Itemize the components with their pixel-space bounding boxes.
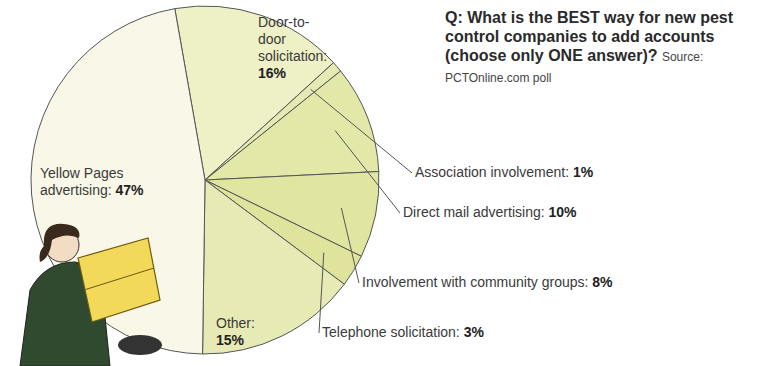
pie-slice <box>205 71 379 180</box>
category-label: Yellow Pages advertising: <box>40 165 124 198</box>
slice-label: Other: 15% <box>216 315 278 349</box>
leader-line <box>311 89 412 173</box>
data-label: 1% <box>573 164 593 180</box>
category-label: Association involvement: <box>415 164 569 180</box>
data-label: 3% <box>464 324 484 340</box>
slice-label: Association involvement: 1% <box>415 164 675 181</box>
figure-hair <box>40 224 80 262</box>
chart-root: Q: What is the BEST way for new pest con… <box>0 0 761 366</box>
slice-label: Yellow Pages advertising: 47% <box>40 165 175 199</box>
category-label: Telephone solicitation: <box>322 324 460 340</box>
category-label: Involvement with community groups: <box>362 274 588 290</box>
slice-label: Direct mail advertising: 10% <box>403 204 663 221</box>
telephone <box>118 335 162 355</box>
leader-line <box>335 131 400 213</box>
leader-line <box>341 208 359 283</box>
category-label: Other: <box>216 315 255 331</box>
illustration <box>20 224 162 366</box>
data-label: 8% <box>592 274 612 290</box>
slice-label: Door-to-door solicitation: 16% <box>258 14 330 82</box>
category-label: Direct mail advertising: <box>403 204 545 220</box>
figure-book <box>78 238 160 322</box>
leader-line <box>319 253 324 333</box>
category-label: Door-to-door solicitation: <box>258 14 327 64</box>
data-label: 15% <box>216 332 244 348</box>
book-spine <box>84 268 154 290</box>
data-label: 47% <box>115 182 143 198</box>
slice-label: Involvement with community groups: 8% <box>362 274 682 291</box>
data-label: 10% <box>549 204 577 220</box>
slice-label: Telephone solicitation: 3% <box>322 324 582 341</box>
leader-lines <box>311 89 412 333</box>
title-block: Q: What is the BEST way for new pest con… <box>445 8 745 88</box>
data-label: 16% <box>258 65 286 81</box>
